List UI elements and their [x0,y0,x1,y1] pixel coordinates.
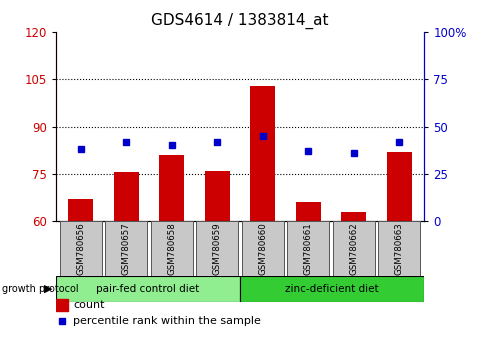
Bar [295,202,320,221]
FancyBboxPatch shape [196,221,238,276]
Bar [204,171,229,221]
FancyBboxPatch shape [105,221,147,276]
FancyBboxPatch shape [60,221,102,276]
Text: GSM780662: GSM780662 [348,222,358,275]
FancyBboxPatch shape [378,221,420,276]
Text: GSM780663: GSM780663 [394,222,403,275]
FancyBboxPatch shape [151,221,192,276]
FancyBboxPatch shape [56,276,240,302]
Text: GSM780656: GSM780656 [76,222,85,275]
Text: pair-fed control diet: pair-fed control diet [96,284,199,294]
Bar [386,152,411,221]
FancyBboxPatch shape [240,276,424,302]
Text: GSM780657: GSM780657 [121,222,131,275]
Text: ▶: ▶ [44,284,52,294]
Text: percentile rank within the sample: percentile rank within the sample [73,316,261,326]
Text: GSM780661: GSM780661 [303,222,312,275]
FancyBboxPatch shape [287,221,329,276]
FancyBboxPatch shape [242,221,283,276]
Bar [68,199,93,221]
Text: GSM780658: GSM780658 [167,222,176,275]
Text: growth protocol: growth protocol [2,284,79,294]
Text: zinc-deficient diet: zinc-deficient diet [285,284,378,294]
Bar [250,86,275,221]
Text: GSM780660: GSM780660 [258,222,267,275]
Bar [56,298,67,311]
Text: GSM780659: GSM780659 [212,222,221,275]
Title: GDS4614 / 1383814_at: GDS4614 / 1383814_at [151,13,328,29]
FancyBboxPatch shape [332,221,374,276]
Bar [341,212,365,221]
Bar [114,172,138,221]
Text: count: count [73,299,105,310]
Bar [159,155,184,221]
